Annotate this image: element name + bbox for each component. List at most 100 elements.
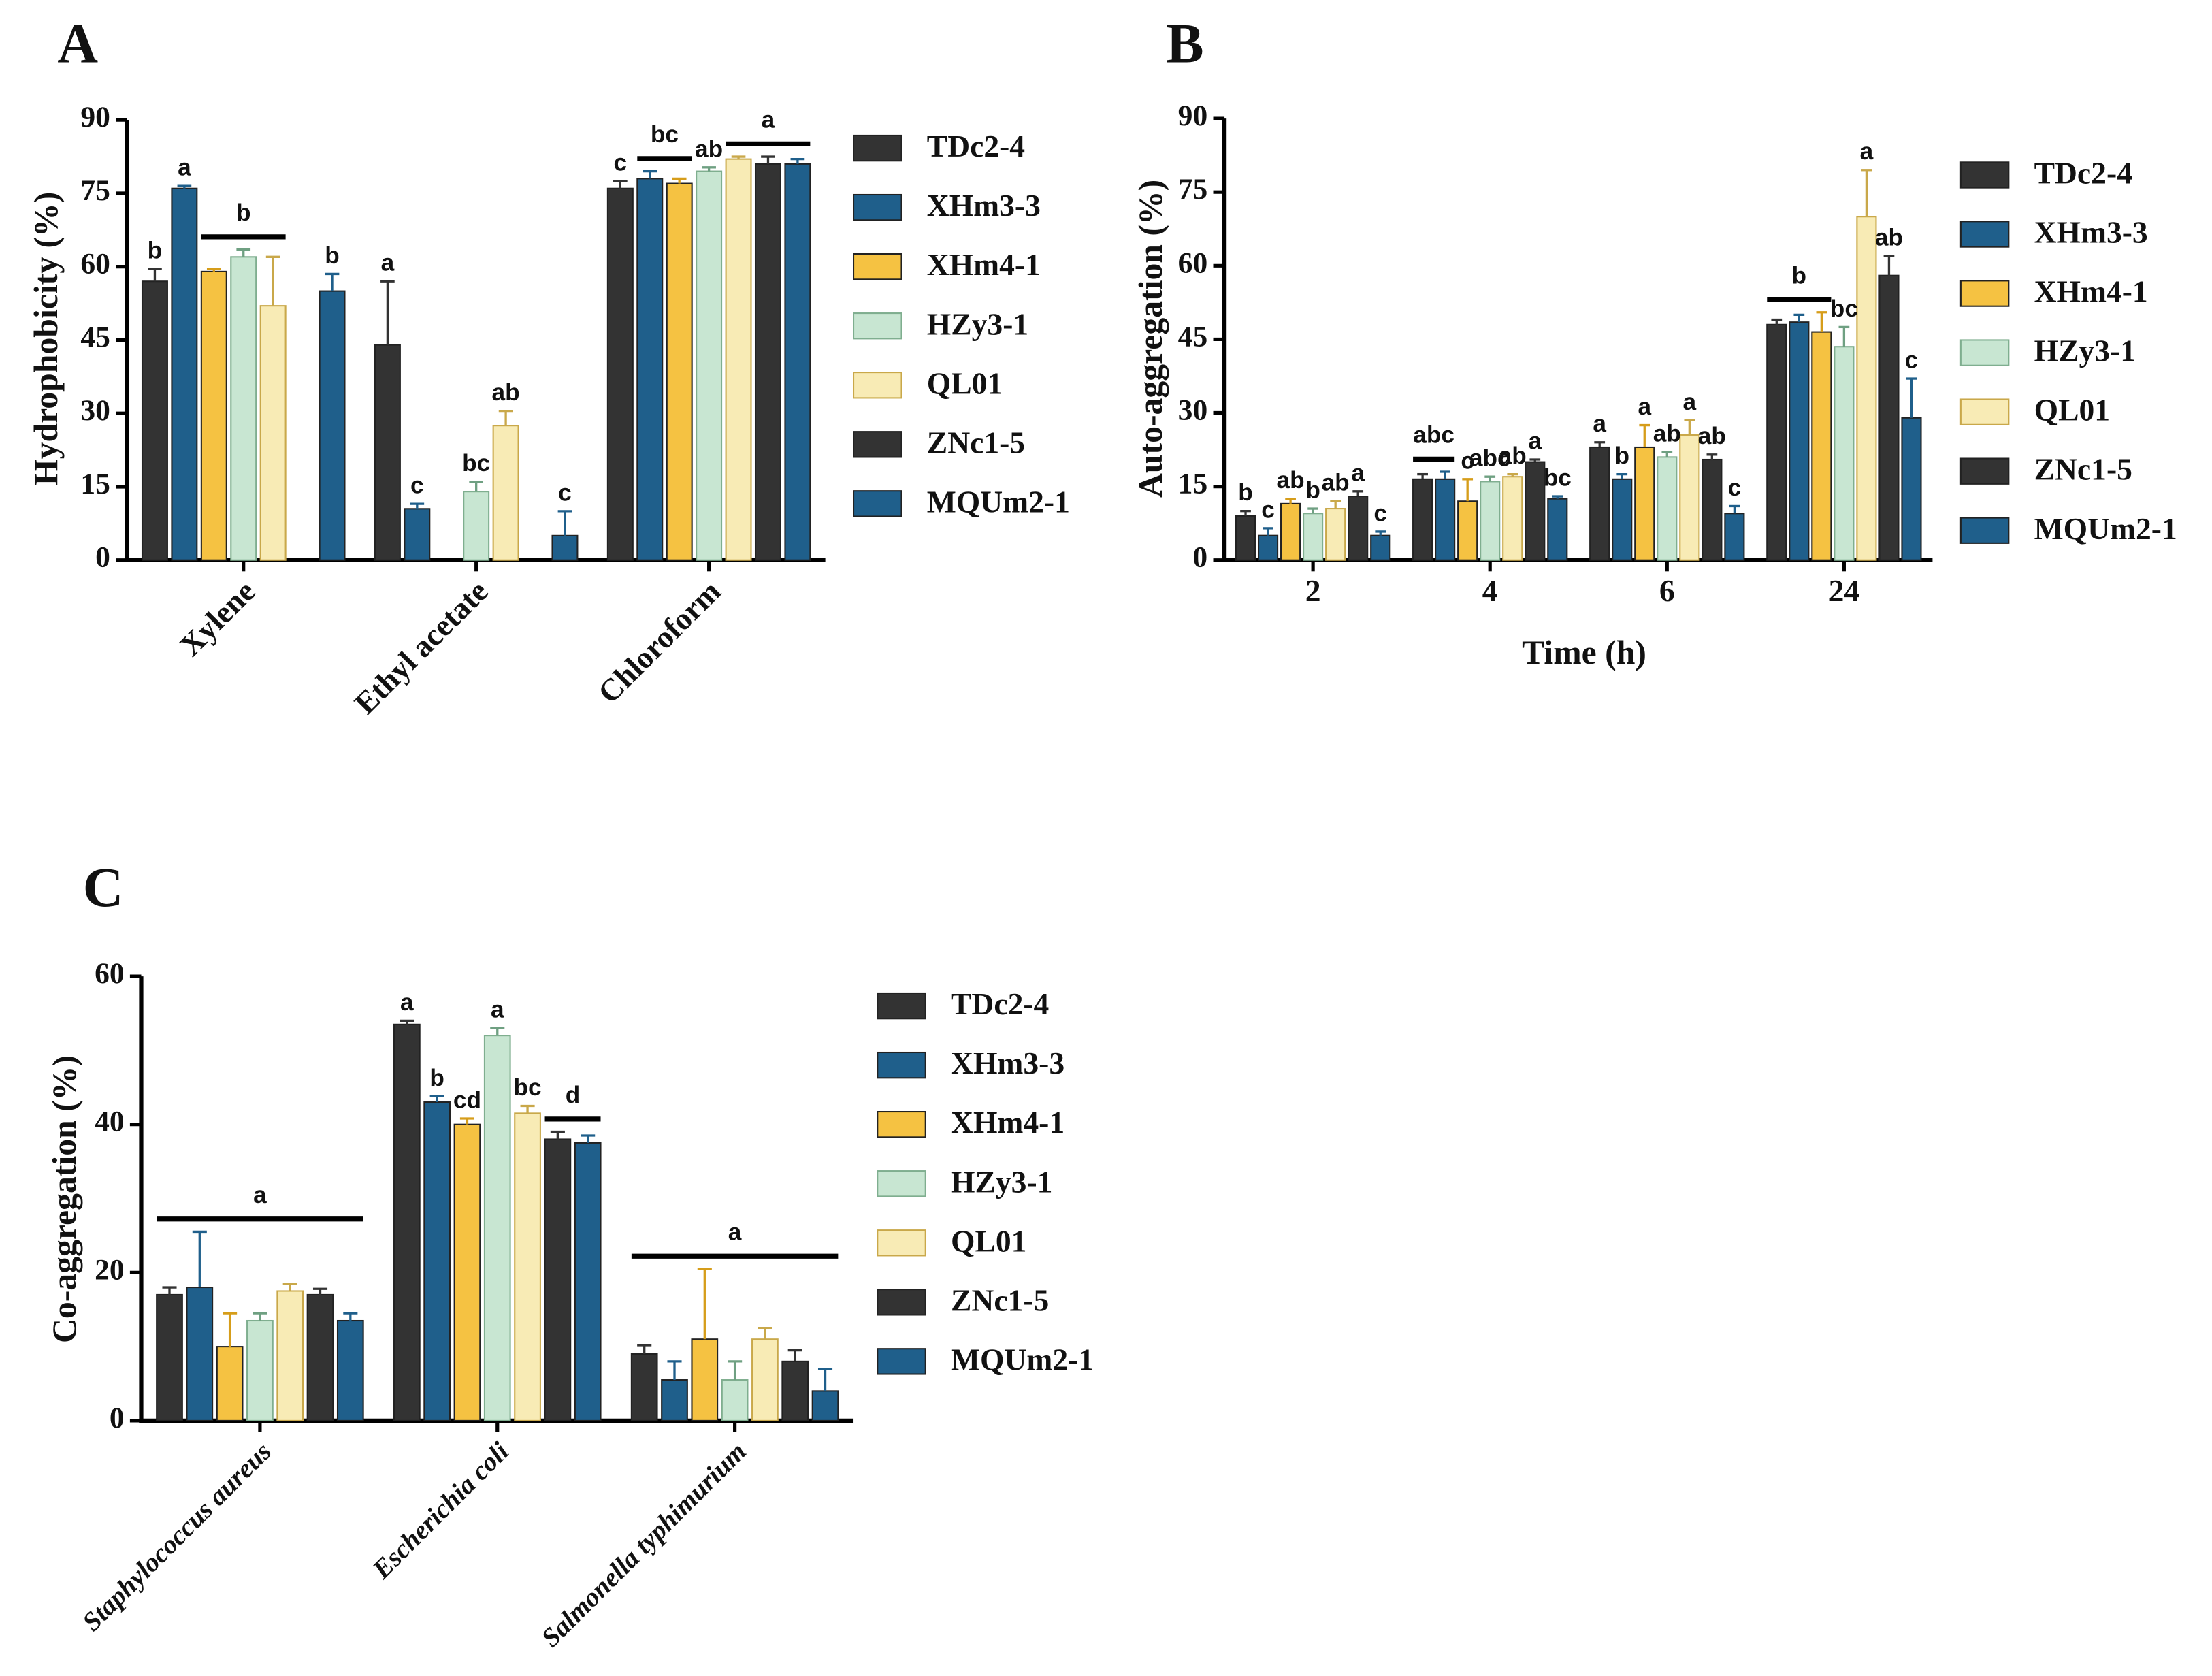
- bar: [751, 1338, 779, 1421]
- bar: [1303, 513, 1324, 561]
- panel-label: B: [1166, 12, 1203, 75]
- bar: [1589, 446, 1610, 561]
- bar: [374, 344, 401, 561]
- error-bar: [1375, 530, 1386, 536]
- error-bar: [312, 1287, 328, 1295]
- x-axis-title: Time (h): [1522, 634, 1646, 671]
- bar: [721, 1379, 749, 1421]
- significance-letter: c: [614, 149, 628, 176]
- bar: [259, 305, 287, 561]
- error-bar: [787, 1349, 802, 1361]
- significance-letter: a: [1683, 389, 1697, 415]
- error-bar: [162, 1286, 177, 1295]
- error-bar: [192, 1230, 207, 1288]
- legend-label: QL01: [951, 1223, 1026, 1258]
- legend-swatch: [877, 1051, 926, 1079]
- panel-label: C: [83, 856, 124, 918]
- significance-letter: a: [728, 1219, 742, 1245]
- bar: [319, 290, 346, 561]
- error-bar: [790, 157, 805, 164]
- error-bar: [1883, 255, 1895, 276]
- legend-swatch: [853, 372, 902, 399]
- bar: [784, 163, 811, 561]
- error-bar: [1240, 510, 1251, 516]
- y-tick-label: 15: [80, 468, 110, 500]
- legend-swatch: [1959, 398, 2010, 425]
- bar: [1525, 461, 1546, 561]
- error-bar: [728, 1360, 743, 1381]
- bar: [463, 491, 490, 561]
- panel-label: A: [57, 12, 98, 75]
- error-bar: [1771, 318, 1783, 325]
- error-bar: [1861, 169, 1872, 217]
- significance-letter: a: [491, 997, 504, 1023]
- legend-label: ZNc1-5: [927, 425, 1025, 460]
- error-bar: [702, 166, 716, 172]
- bar: [636, 178, 664, 561]
- bar: [1724, 513, 1745, 561]
- legend-label: XHm3-3: [2034, 215, 2148, 250]
- significance-letter: b: [1792, 262, 1807, 289]
- significance-letter: a: [178, 155, 191, 181]
- error-bar: [758, 1327, 772, 1340]
- bar: [606, 187, 634, 561]
- x-tick-label: Salmonella typhimurium: [536, 1436, 752, 1653]
- significance-letter: bc: [651, 121, 679, 148]
- error-bar: [223, 1312, 238, 1347]
- significance-letter: a: [1593, 410, 1606, 437]
- error-bar: [1552, 495, 1563, 499]
- error-bar: [581, 1134, 596, 1143]
- significance-letter: bc: [462, 450, 490, 477]
- legend-label: ZNc1-5: [2034, 452, 2132, 487]
- bar: [1502, 476, 1523, 561]
- bar: [1657, 456, 1678, 561]
- bar: [156, 1293, 183, 1421]
- error-bar: [400, 1019, 414, 1025]
- y-tick-label: 75: [80, 174, 110, 207]
- significance-letter: ab: [1698, 423, 1726, 449]
- bar: [544, 1138, 572, 1421]
- error-bar: [1529, 458, 1541, 462]
- bar: [696, 170, 723, 561]
- error-bar: [557, 510, 572, 536]
- error-bar: [731, 155, 746, 159]
- error-bar: [672, 177, 687, 184]
- significance-letter: ab: [1653, 421, 1681, 447]
- x-tick-label: Staphylococcus aureus: [76, 1436, 277, 1637]
- bar: [1457, 500, 1478, 561]
- significance-letter: b: [1305, 477, 1320, 504]
- error-bar: [343, 1312, 358, 1321]
- significance-letter: b: [325, 242, 340, 269]
- error-bar: [1816, 311, 1827, 332]
- significance-letter: a: [381, 250, 395, 276]
- legend-swatch: [853, 193, 902, 221]
- y-tick-label: 30: [80, 394, 110, 427]
- bar: [336, 1319, 364, 1421]
- significance-letter: c: [558, 479, 572, 506]
- bar: [1547, 498, 1568, 561]
- legend-swatch: [1959, 457, 2010, 485]
- y-tick-label: 0: [110, 1402, 125, 1434]
- legend-label: QL01: [927, 366, 1003, 400]
- bar: [171, 187, 198, 561]
- error-bar: [761, 155, 775, 164]
- bar: [1856, 216, 1877, 561]
- error-bar: [459, 1117, 475, 1125]
- x-tick-label: 2: [1305, 573, 1321, 608]
- error-bar: [1307, 507, 1318, 514]
- significance-letter: c: [1905, 347, 1919, 374]
- bar: [551, 534, 579, 561]
- error-bar: [148, 268, 162, 282]
- legend-label: TDc2-4: [951, 986, 1049, 1021]
- y-axis-title: Hydrophobicity (%): [27, 192, 65, 485]
- bar: [666, 182, 693, 561]
- bar: [404, 508, 431, 561]
- legend-label: ZNc1-5: [951, 1283, 1049, 1317]
- error-bar: [1793, 313, 1805, 323]
- bar: [1412, 478, 1433, 561]
- error-bar: [1594, 441, 1606, 447]
- y-tick-label: 60: [80, 248, 110, 280]
- bar: [246, 1319, 274, 1421]
- error-bar: [380, 280, 395, 345]
- bar: [754, 163, 781, 561]
